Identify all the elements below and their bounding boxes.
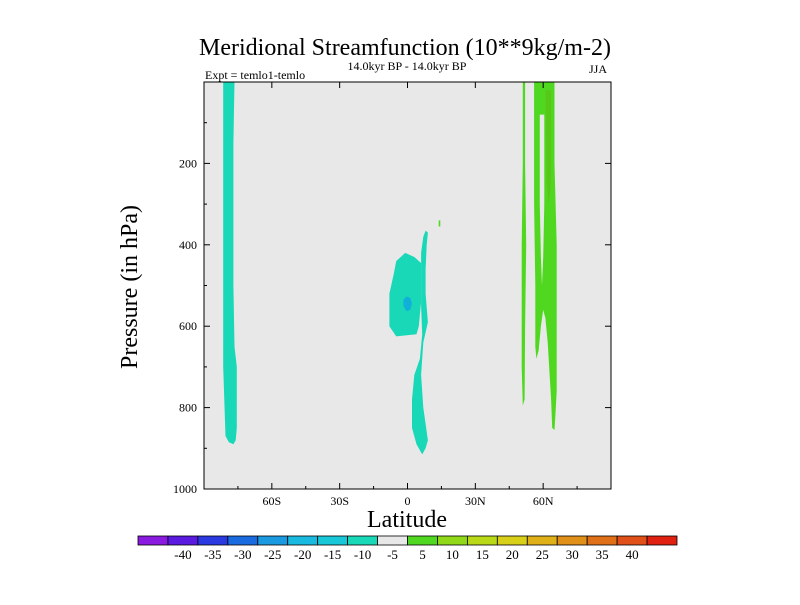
chart-subtitle: 14.0kyr BP - 14.0kyr BP	[348, 59, 467, 73]
colorbar-label: -10	[354, 547, 371, 562]
colorbar-label: -30	[234, 547, 251, 562]
contour-equatorial-min	[403, 296, 412, 312]
colorbar-swatch	[526, 535, 558, 546]
colorbar-swatch	[137, 535, 169, 546]
x-axis-label: Latitude	[367, 507, 447, 533]
plot-area	[204, 82, 611, 489]
y-tick-label: 800	[179, 401, 197, 415]
colorbar-swatch	[227, 535, 259, 546]
y-axis-label: Pressure (in hPa)	[117, 205, 143, 369]
x-tick-label: 30N	[465, 494, 486, 508]
contour-northern-upper-cell-a	[521, 82, 527, 406]
colorbar-swatch	[437, 535, 468, 546]
colorbar-swatch	[407, 535, 438, 546]
contour-equatorial-cell-core	[389, 252, 422, 337]
colorbar-label: -20	[294, 547, 311, 562]
contour-equatorial-cell	[412, 230, 428, 455]
season-annotation: JJA	[589, 62, 607, 76]
colorbar-label: -5	[387, 547, 398, 562]
y-tick-label: 400	[179, 238, 197, 252]
colorbar-swatch	[257, 535, 289, 546]
contour-northern-upper-cell-b-gap	[539, 114, 545, 286]
colorbar-label: 10	[446, 547, 459, 562]
colorbar-label: 30	[566, 547, 579, 562]
colorbar-swatch	[496, 535, 528, 546]
colorbar-swatch	[317, 535, 349, 546]
y-tick-label: 200	[179, 156, 197, 170]
colorbar-label: -15	[324, 547, 341, 562]
colorbar-swatch	[377, 535, 408, 546]
colorbar-label: 15	[476, 547, 489, 562]
contour-southern-high-lat-cell	[223, 82, 237, 445]
x-tick-label: 0	[405, 494, 411, 508]
colorbar-label: -25	[264, 547, 281, 562]
contour-northern-upper-cell-b-core	[545, 90, 552, 205]
colorbar-swatch	[556, 535, 588, 546]
axes: 60S 30S 0 30N 60N 200 400 600 800 1000	[173, 81, 612, 508]
experiment-annotation: Expt = temlo1-temlo	[205, 68, 305, 82]
colorbar-swatch	[197, 535, 229, 546]
x-tick-label: 30S	[330, 494, 349, 508]
colorbar-label: 35	[596, 547, 609, 562]
colorbar-label: 5	[419, 547, 426, 562]
colorbar-swatch	[287, 535, 319, 546]
contour-small-speck	[438, 220, 441, 227]
colorbar-swatch	[616, 535, 648, 546]
colorbar-swatch	[466, 535, 498, 546]
colorbar-swatch	[586, 535, 618, 546]
colorbar-label: -35	[204, 547, 221, 562]
colorbar-swatch	[167, 535, 199, 546]
colorbar-label: 20	[506, 547, 519, 562]
colorbar-swatch	[347, 535, 378, 546]
colorbar-label: 25	[536, 547, 549, 562]
colorbar-label: 40	[626, 547, 639, 562]
x-tick-label: 60S	[262, 494, 281, 508]
x-tick-label: 60N	[533, 494, 554, 508]
colorbar-swatch	[646, 535, 678, 546]
colorbar-label: -40	[174, 547, 191, 562]
colorbar: -40 -35 -30 -25 -20 -15 -10 -5 5 10 15 20 25 30 35 40	[137, 535, 678, 562]
chart-title: Meridional Streamfunction (10**9kg/m-2)	[199, 35, 611, 61]
y-tick-label: 600	[179, 319, 197, 333]
y-tick-label: 1000	[173, 482, 197, 496]
